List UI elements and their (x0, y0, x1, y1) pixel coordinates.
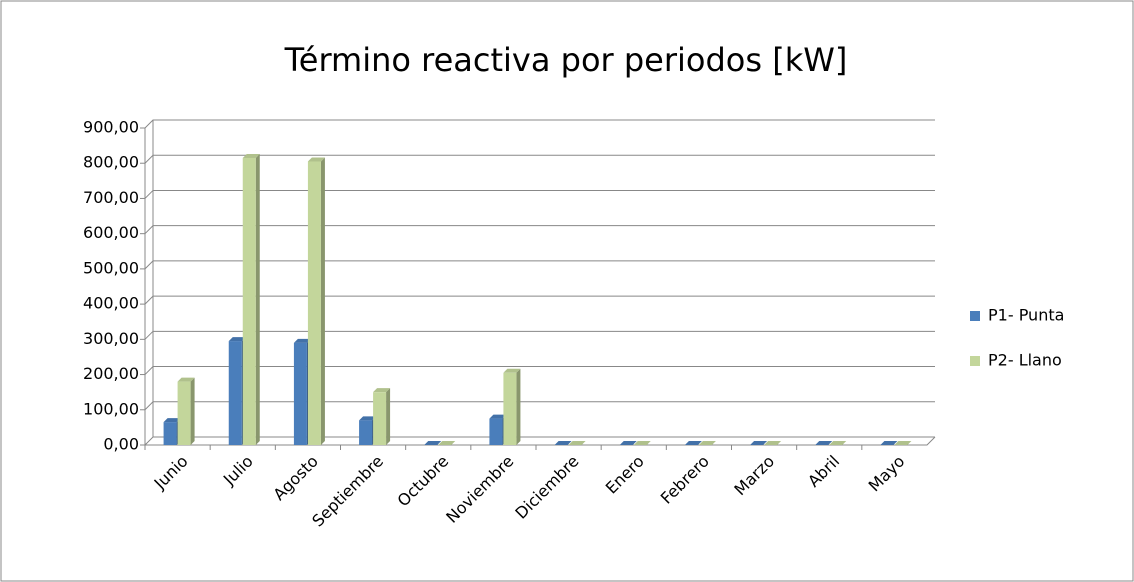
bar-top (228, 337, 246, 342)
bar-top (359, 416, 377, 421)
grid-line (144, 225, 935, 235)
bar-top (554, 441, 572, 445)
grid-line (144, 189, 935, 199)
legend-swatch (970, 311, 980, 321)
y-tick-label: 100,00 (83, 399, 139, 418)
legend-label: P2- Llano (988, 351, 1062, 370)
bar-top (307, 157, 325, 162)
bar-side (320, 157, 325, 445)
grid-line (144, 401, 935, 411)
bar-top (619, 441, 637, 445)
bar-top (177, 377, 195, 382)
bar-side (190, 377, 195, 445)
grid-line (144, 295, 935, 305)
bar (307, 161, 321, 445)
bar-top (880, 441, 898, 445)
y-tick-label: 300,00 (83, 329, 139, 348)
bar-top (764, 441, 782, 445)
bar-top (163, 418, 181, 423)
bar-top (633, 441, 651, 445)
bar-side (516, 368, 521, 445)
bar-top (489, 414, 507, 419)
y-tick-label: 800,00 (83, 153, 139, 172)
bar-top (750, 441, 768, 445)
grid-line (144, 330, 935, 340)
chart-title: Término reactiva por periodos [kW] (284, 41, 848, 79)
bar-top (424, 441, 442, 445)
y-tick-label: 500,00 (83, 258, 139, 277)
bar-top (568, 441, 586, 445)
y-tick-label: 700,00 (83, 188, 139, 207)
bar-top (503, 368, 521, 373)
grid-line (144, 119, 935, 129)
bar-top (684, 441, 702, 445)
bar (177, 381, 191, 445)
bar-top (894, 441, 912, 445)
bar-side (255, 153, 260, 445)
y-tick-label: 200,00 (83, 364, 139, 383)
bar-top (242, 153, 260, 158)
bar (503, 372, 517, 445)
bar-top (829, 441, 847, 445)
bar-top (815, 441, 833, 445)
grid-line (144, 260, 935, 270)
bar (228, 341, 242, 445)
bar-top (438, 441, 456, 445)
bar (359, 420, 373, 445)
grid-line (144, 366, 935, 375)
legend-swatch (970, 356, 980, 366)
y-tick-label: 600,00 (83, 223, 139, 242)
bar (293, 342, 307, 445)
bar-top (373, 388, 391, 393)
y-tick-label: 900,00 (83, 118, 139, 137)
bar (242, 157, 256, 445)
legend-label: P1- Punta (988, 306, 1064, 325)
grid-line (144, 436, 935, 446)
bar-side (386, 388, 391, 445)
grid-line (144, 154, 935, 164)
y-tick-label: 0,00 (103, 435, 139, 454)
bar (489, 418, 503, 445)
bar (373, 392, 387, 445)
bar-top (698, 441, 716, 445)
bar (163, 422, 177, 445)
y-tick-label: 400,00 (83, 294, 139, 313)
bar-top (293, 338, 311, 343)
